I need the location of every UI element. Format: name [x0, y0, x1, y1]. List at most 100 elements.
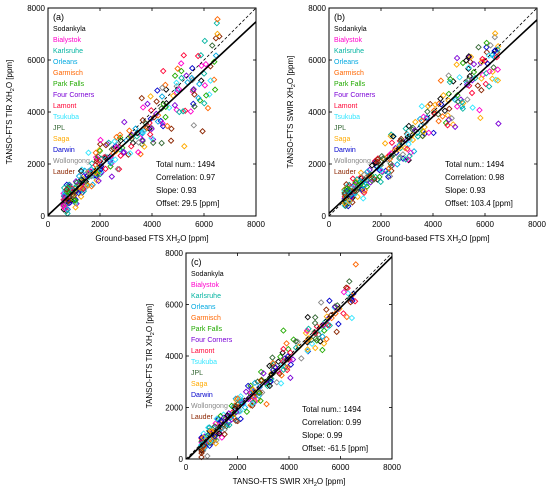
data-point [363, 176, 370, 183]
data-point [283, 340, 290, 347]
data-point [139, 136, 146, 144]
data-point [141, 143, 148, 150]
stat-correlation: Correlation: 0.98 [445, 173, 505, 182]
data-point [102, 165, 109, 173]
data-point [385, 173, 392, 180]
data-point [249, 386, 257, 393]
data-point [95, 177, 102, 185]
data-point [93, 177, 100, 184]
legend-item-bialystok: Bialystok [334, 37, 363, 44]
data-point [478, 86, 485, 94]
data-point [407, 149, 414, 156]
x-axis-label: Ground-based FTS XH2O [ppm] [376, 234, 489, 245]
legend-item-karlsruhe: Karlsruhe [191, 293, 221, 300]
data-point [437, 95, 444, 102]
data-point [353, 184, 361, 192]
data-point [344, 202, 352, 210]
data-point [212, 420, 219, 427]
data-point [232, 395, 240, 402]
data-point [298, 355, 305, 362]
data-point [189, 64, 196, 72]
legend-item-orleans: Orleans [191, 304, 216, 311]
data-point [315, 331, 322, 338]
data-point [179, 108, 187, 115]
data-point [333, 328, 340, 336]
data-point [190, 86, 197, 93]
data-point [491, 33, 499, 41]
data-point [462, 57, 470, 64]
data-point [279, 349, 286, 356]
data-point [489, 75, 496, 82]
data-point [381, 140, 389, 147]
y-tick-label: 0 [179, 455, 184, 464]
data-point [93, 170, 101, 177]
y-axis-label-tail: O [ppm] [5, 60, 14, 88]
data-point [319, 346, 326, 354]
data-point [97, 163, 105, 170]
data-point [414, 133, 422, 140]
data-point [220, 411, 227, 418]
data-point [377, 166, 385, 174]
data-point [237, 407, 244, 415]
data-point [440, 92, 447, 99]
data-point [92, 149, 99, 157]
data-point [474, 82, 482, 89]
data-point [149, 139, 157, 147]
data-point [159, 67, 167, 75]
data-point [269, 362, 276, 370]
data-point [64, 197, 72, 204]
x-tick-label: 0 [46, 220, 51, 229]
data-point [405, 140, 412, 148]
data-point [115, 165, 123, 173]
legend-item-bialystok: Bialystok [53, 37, 82, 44]
data-point [478, 75, 485, 82]
legend-item-wollongong: Wollongong [334, 158, 371, 165]
legend-item-karlsruhe: Karlsruhe [334, 48, 364, 55]
data-point [201, 82, 209, 89]
data-point [194, 52, 202, 60]
data-point [72, 204, 79, 211]
legend: Sodankyla Bialystok Karlsruhe Orleans Ga… [53, 26, 95, 176]
data-point [346, 197, 353, 205]
data-point [237, 415, 244, 423]
data-point [138, 94, 145, 102]
data-point [120, 148, 128, 156]
x-tick-label: 2000 [91, 220, 109, 229]
legend-item-wollongong: Wollongong [53, 158, 90, 165]
data-point [269, 366, 277, 374]
data-point [359, 195, 367, 202]
data-point [357, 169, 365, 176]
data-point [127, 143, 135, 150]
data-point [424, 108, 431, 115]
data-point [387, 160, 394, 167]
x-axis-label-main: TANSO-FTS SWIR XH [233, 477, 314, 486]
data-point [420, 128, 428, 135]
data-point [376, 173, 383, 181]
data-point [308, 340, 316, 348]
data-point [405, 122, 413, 130]
data-point [196, 97, 204, 104]
data-point [312, 335, 319, 342]
data-point [146, 131, 154, 138]
axis-ticks: 0 2000 4000 6000 8000 0 2000 4000 6000 8000 [165, 249, 401, 472]
data-point [211, 423, 219, 430]
x-axis-label-tail: O [ppm] [461, 234, 489, 243]
data-point [470, 60, 478, 68]
stat-slope: Slope: 0.93 [445, 186, 486, 195]
data-point [341, 200, 348, 207]
data-point [158, 139, 165, 147]
data-point [287, 361, 295, 368]
x-tick-label: 0 [184, 463, 189, 472]
data-point [459, 105, 467, 112]
data-point [60, 192, 68, 200]
data-point [214, 30, 221, 38]
legend-item-sodankyla: Sodankyla [53, 26, 86, 33]
data-point [418, 103, 426, 110]
panel-label: (a) [53, 12, 64, 22]
data-point [207, 77, 214, 84]
data-point [126, 127, 133, 134]
data-point [257, 397, 264, 405]
data-point [211, 58, 218, 65]
data-point [385, 165, 393, 172]
data-point [240, 400, 247, 408]
